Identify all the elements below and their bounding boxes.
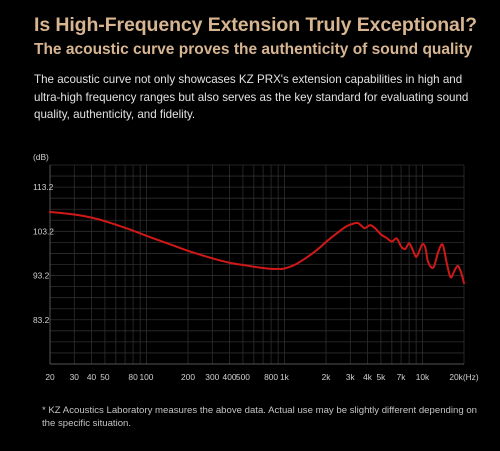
- x-tick-label: 800: [264, 372, 278, 382]
- x-tick-label: 50: [100, 372, 110, 382]
- series-layer: [49, 210, 465, 285]
- x-tick-label: 100: [139, 372, 153, 382]
- x-tick-label: 10k: [416, 372, 430, 382]
- y-tick-label: 103.2: [33, 226, 54, 236]
- page-subtitle: The acoustic curve proves the authentici…: [34, 41, 473, 58]
- chart-grid: [49, 164, 465, 365]
- x-tick-label: 30: [70, 372, 80, 382]
- y-tick-label: 93.2: [33, 271, 50, 281]
- y-axis-ticks: 113.2 103.2 93.2 83.2: [33, 182, 54, 325]
- description-text: The acoustic curve not only showcases KZ…: [34, 73, 469, 121]
- frequency-response-curve: [49, 210, 465, 285]
- x-tick-label: 200: [181, 372, 195, 382]
- x-tick-label: 80: [128, 372, 138, 382]
- footnote-text: * KZ Acoustics Laboratory measures the a…: [42, 405, 478, 429]
- x-tick-label: 3k: [346, 372, 356, 382]
- x-tick-label: 4k: [363, 372, 373, 382]
- x-tick-label: 7k: [397, 372, 407, 382]
- x-tick-label: 20: [45, 372, 55, 382]
- x-axis-ticks: 20 30 40 50 80 100 200 300 400 500 800 1k 2k 3k 4k 5k 7k…: [45, 372, 479, 382]
- y-tick-label: 113.2: [33, 182, 54, 192]
- x-tick-label: 300: [205, 372, 219, 382]
- y-axis-unit: (dB): [33, 152, 49, 162]
- x-tick-label: 20k(Hz): [449, 372, 479, 382]
- x-tick-label: 5k: [376, 372, 386, 382]
- x-tick-label: 400: [223, 372, 237, 382]
- x-tick-label: 500: [236, 372, 250, 382]
- x-tick-label: 1k: [280, 372, 290, 382]
- x-tick-label: 40: [87, 372, 97, 382]
- x-tick-label: 2k: [322, 372, 332, 382]
- page-title: Is High-Frequency Extension Truly Except…: [34, 14, 477, 36]
- y-tick-label: 83.2: [33, 315, 50, 325]
